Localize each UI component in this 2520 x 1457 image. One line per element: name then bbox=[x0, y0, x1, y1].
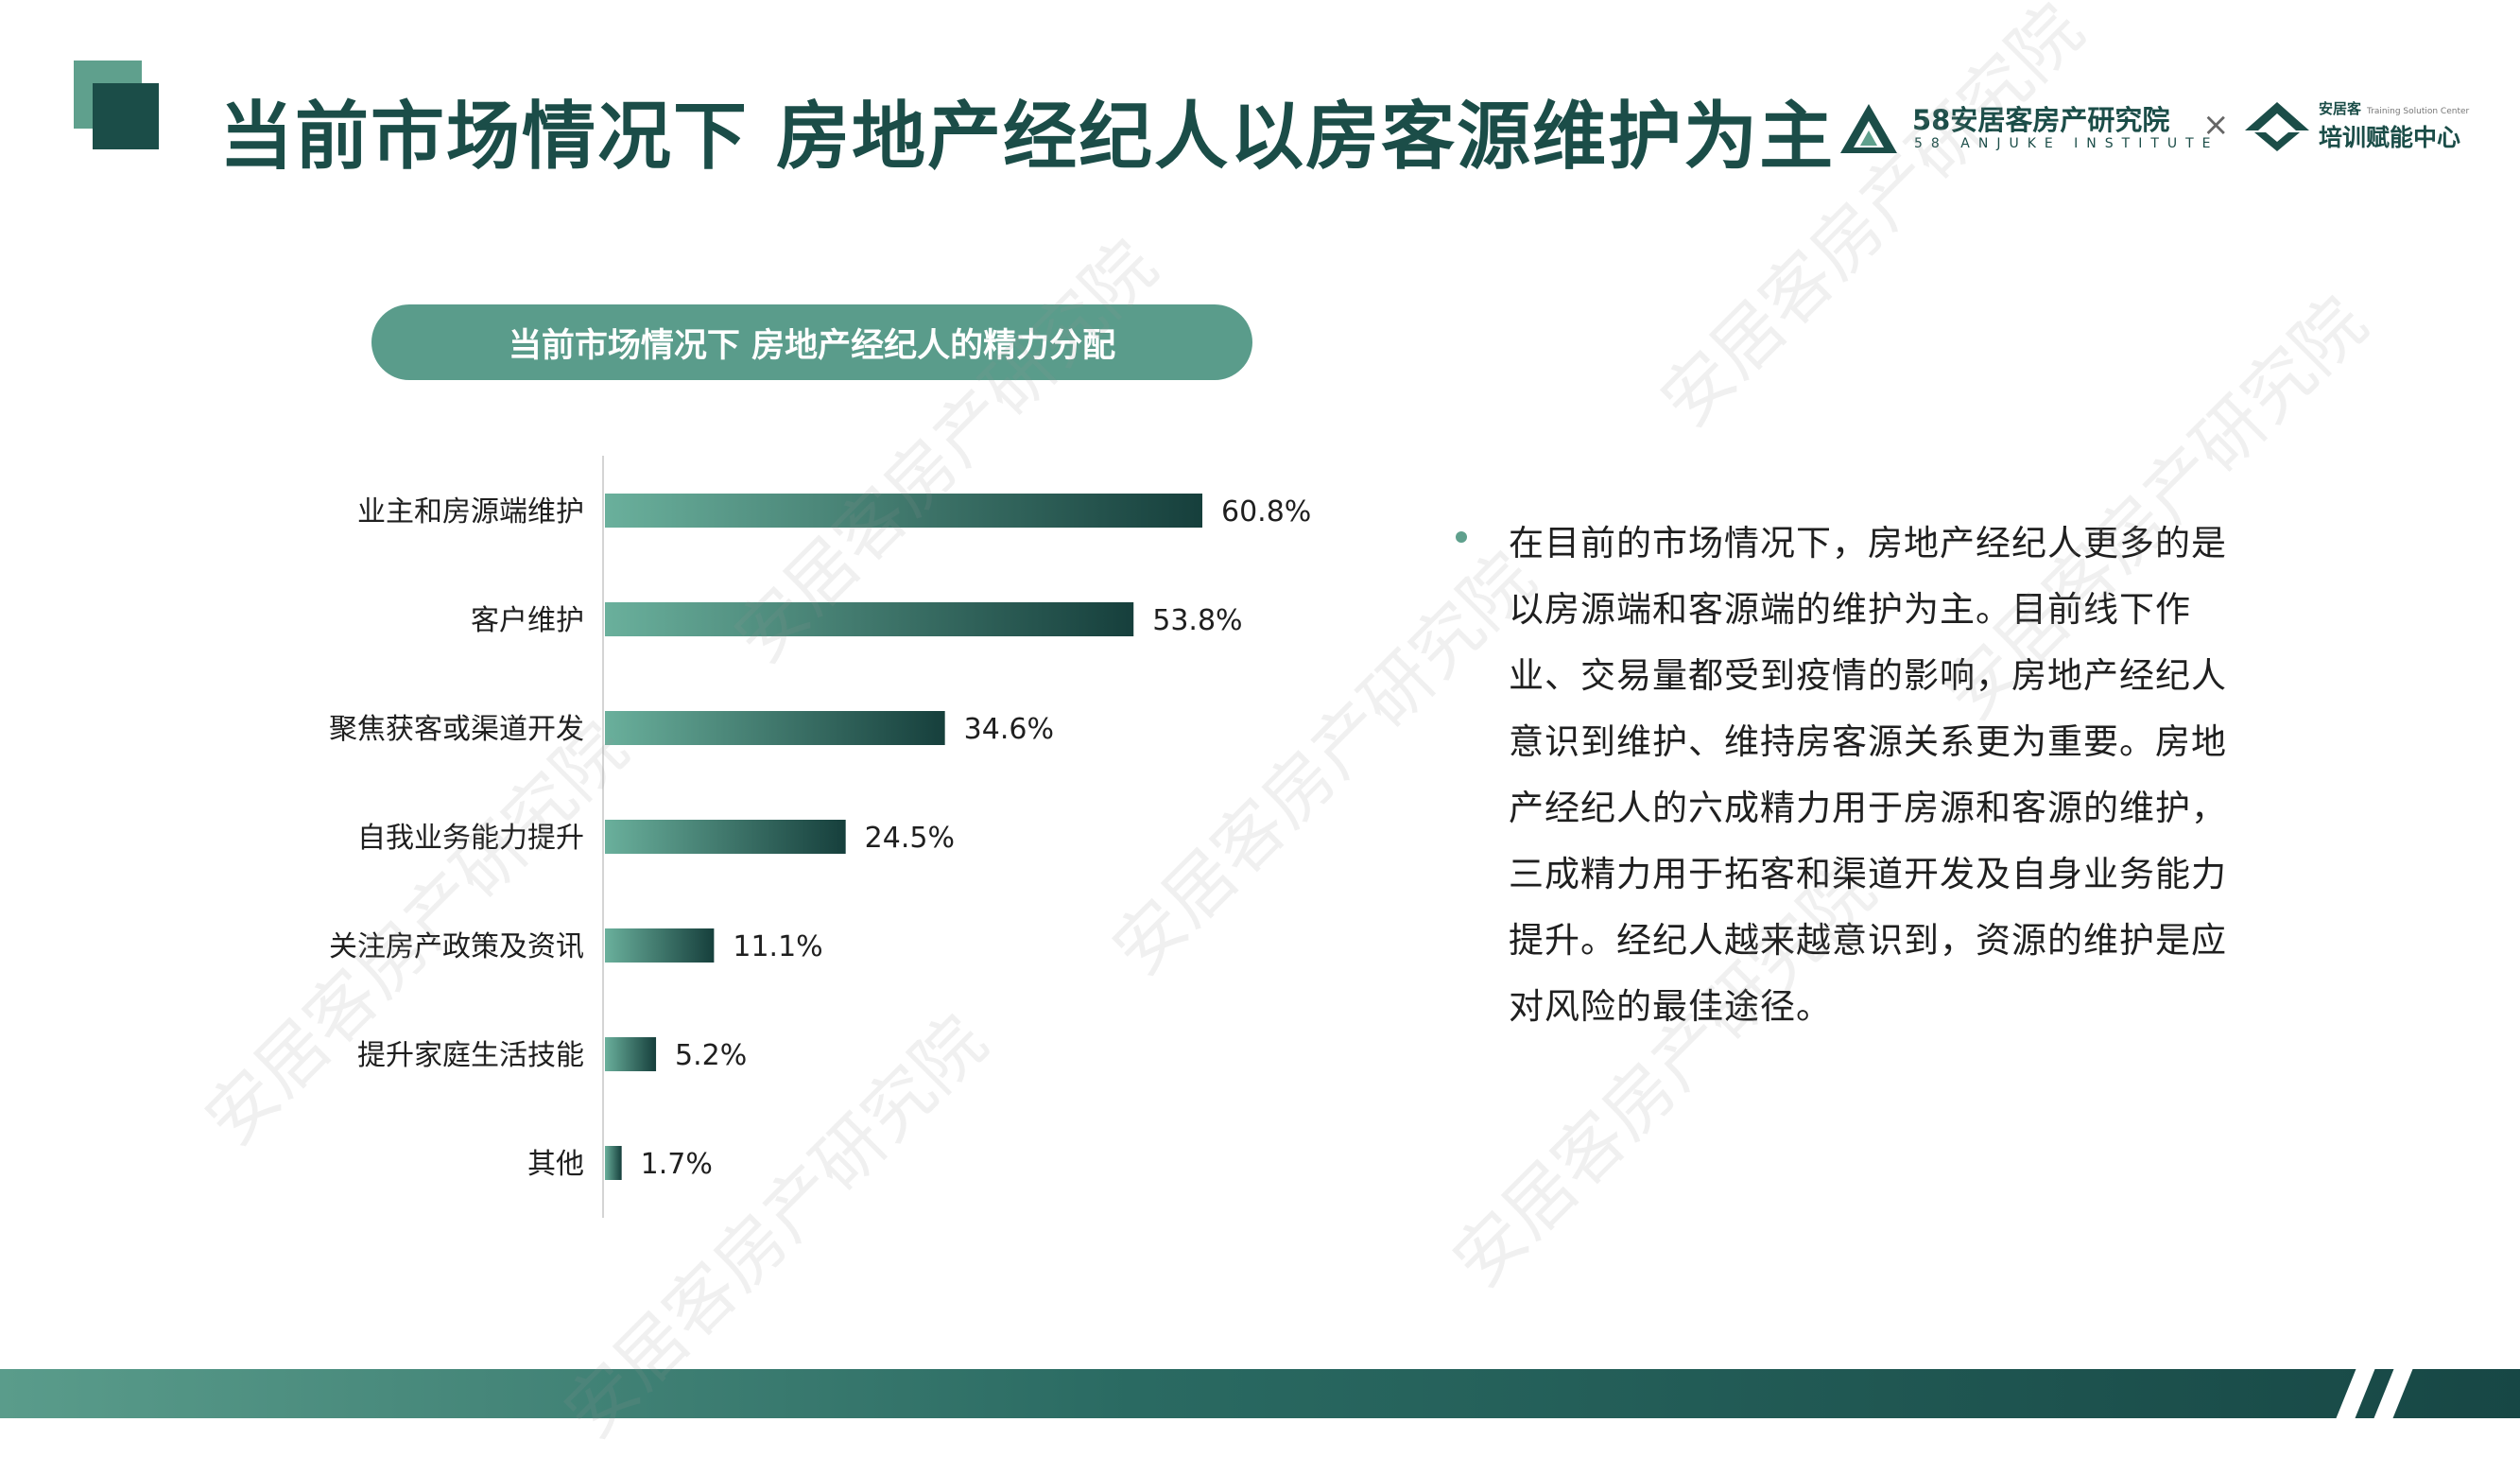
title-decor-square-dark bbox=[93, 83, 159, 149]
bar bbox=[605, 1037, 657, 1071]
chart-title: 当前市场情况下 房地产经纪人的精力分配 bbox=[371, 304, 1252, 380]
bar-value-label: 5.2% bbox=[675, 1039, 747, 1072]
bar bbox=[605, 928, 715, 963]
training-center-name: 培训赋能中心 bbox=[2319, 124, 2461, 151]
institute-name: 58安居客房产研究院 bbox=[1912, 104, 2170, 136]
training-brand-name: 安居客 bbox=[2319, 100, 2362, 117]
bar bbox=[605, 1146, 622, 1180]
institute-subtitle: 58 ANJUKE INSTITUTE bbox=[1914, 136, 2219, 151]
bar-value-label: 1.7% bbox=[641, 1148, 713, 1181]
bar-category-label: 自我业务能力提升 bbox=[357, 822, 584, 855]
bar-category-label: 聚焦获客或渠道开发 bbox=[329, 713, 584, 746]
training-center-logo-icon bbox=[2245, 102, 2309, 151]
bar-value-label: 53.8% bbox=[1152, 604, 1242, 637]
bar bbox=[605, 494, 1202, 528]
training-brand: 安居客 Training Solution Center bbox=[2319, 98, 2469, 118]
bar bbox=[605, 820, 846, 854]
bar-value-label: 11.1% bbox=[733, 930, 822, 963]
bar-value-label: 60.8% bbox=[1221, 495, 1311, 529]
bar-category-label: 业主和房源端维护 bbox=[357, 495, 584, 529]
bullet-icon bbox=[1456, 531, 1467, 543]
footer-band bbox=[0, 1369, 2520, 1418]
bar-value-label: 24.5% bbox=[865, 822, 955, 855]
bar-category-label: 关注房产政策及资讯 bbox=[329, 930, 584, 963]
analysis-paragraph: 在目前的市场情况下，房地产经纪人更多的是以房源端和客源端的维护为主。目前线下作业… bbox=[1509, 523, 2227, 1027]
bar-chart: 业主和房源端维护 60.8% 客户维护 53.8% 聚焦获客或渠道开发 34.6% 自我业务… bbox=[329, 456, 1311, 1218]
bar bbox=[605, 711, 945, 745]
logo-times-sign: × bbox=[2202, 106, 2230, 144]
header-logos: 58安居客房产研究院 58 ANJUKE INSTITUTE × 安居客 Trai… bbox=[1838, 95, 2469, 168]
bar bbox=[605, 602, 1134, 636]
training-brand-subtitle: Training Solution Center bbox=[2367, 107, 2470, 116]
bar-value-label: 34.6% bbox=[964, 713, 1054, 746]
bar-category-label: 客户维护 bbox=[471, 604, 584, 637]
bar-category-label: 提升家庭生活技能 bbox=[357, 1039, 584, 1072]
bar-category-label: 其他 bbox=[527, 1148, 584, 1181]
page-title: 当前市场情况下 房地产经纪人以房客源维护为主 bbox=[219, 95, 1836, 180]
anjuke-institute-logo-icon bbox=[1840, 104, 1897, 153]
